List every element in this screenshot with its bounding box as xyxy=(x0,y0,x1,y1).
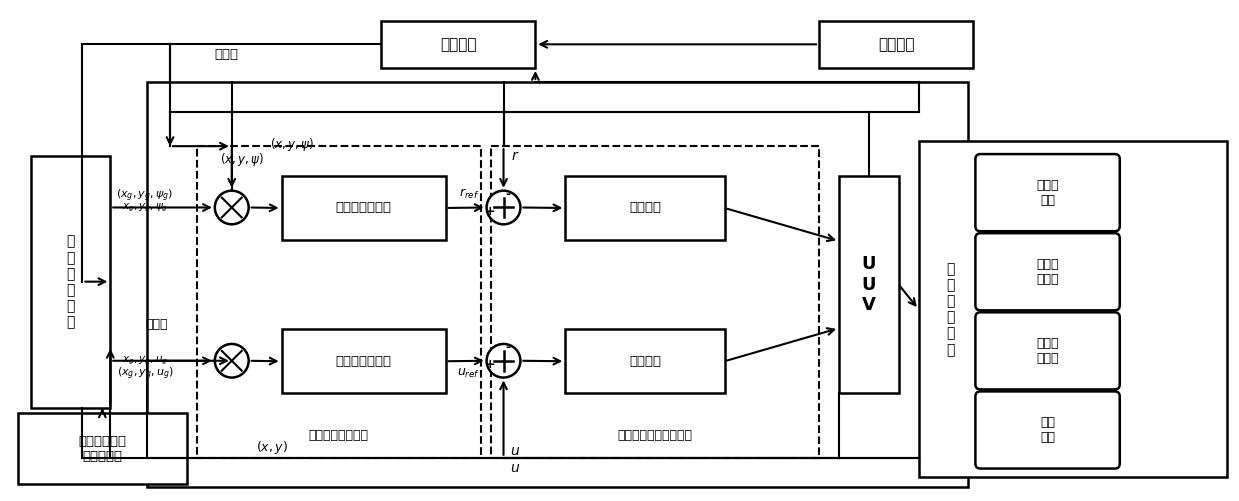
Bar xyxy=(918,141,1228,477)
Bar xyxy=(491,146,819,458)
Circle shape xyxy=(214,344,249,378)
Text: $u_{ref}$: $u_{ref}$ xyxy=(457,367,481,380)
Text: 估计值: 估计值 xyxy=(146,318,169,331)
Text: $(x_g,y_g,\psi_g)$: $(x_g,y_g,\psi_g)$ xyxy=(116,187,173,204)
Text: 前视声呐: 前视声呐 xyxy=(440,37,477,52)
Text: $(x,y,\psi)$: $(x,y,\psi)$ xyxy=(219,150,264,167)
Bar xyxy=(281,176,446,240)
Text: 跟踪速度解算器: 跟踪速度解算器 xyxy=(336,355,392,368)
Text: 位置测
量系统: 位置测 量系统 xyxy=(1036,337,1059,365)
Text: $(x,y,\psi)$: $(x,y,\psi)$ xyxy=(270,136,313,153)
Text: 速度控制: 速度控制 xyxy=(629,355,660,368)
Text: 动态跟踪策略模块: 动态跟踪策略模块 xyxy=(309,429,369,442)
Bar xyxy=(819,21,974,68)
Text: 目
标
状
态
估
计: 目 标 状 态 估 计 xyxy=(66,234,74,330)
Bar xyxy=(382,21,535,68)
Bar xyxy=(197,146,481,458)
FancyBboxPatch shape xyxy=(975,154,1120,231)
Text: $u$: $u$ xyxy=(510,460,520,474)
FancyBboxPatch shape xyxy=(975,312,1120,389)
Bar xyxy=(565,176,725,240)
Text: 航向制导解算器: 航向制导解算器 xyxy=(336,201,392,214)
Text: 组
合
导
航
系
统: 组 合 导 航 系 统 xyxy=(947,262,955,357)
Text: 非奇异终端滑模控制器: 非奇异终端滑模控制器 xyxy=(617,429,693,442)
Text: 航向控制: 航向控制 xyxy=(629,201,660,214)
Text: -: - xyxy=(506,341,510,354)
Text: +: + xyxy=(484,358,494,371)
Text: $x_g,y_g,u_g$: $x_g,y_g,u_g$ xyxy=(123,355,169,367)
FancyBboxPatch shape xyxy=(975,233,1120,310)
Text: $(x_g,y_g,u_g)$: $(x_g,y_g,u_g)$ xyxy=(116,365,173,382)
Text: $x_g,y_g,\psi_g$: $x_g,y_g,\psi_g$ xyxy=(123,201,169,214)
Bar xyxy=(31,156,110,408)
Text: $(x,y)$: $(x,y)$ xyxy=(255,439,287,456)
Bar xyxy=(17,413,187,484)
Bar xyxy=(147,82,969,487)
Circle shape xyxy=(487,191,520,224)
Text: 目标轨迹: 目标轨迹 xyxy=(878,37,914,52)
Text: 多普勒
测速仪: 多普勒 测速仪 xyxy=(1036,258,1059,286)
Circle shape xyxy=(487,344,520,378)
Bar xyxy=(839,176,898,393)
Text: 观测值: 观测值 xyxy=(214,48,239,61)
Text: $r_{ref}$: $r_{ref}$ xyxy=(458,186,478,201)
Circle shape xyxy=(214,191,249,224)
Text: +: + xyxy=(484,205,494,218)
Bar xyxy=(281,329,446,393)
Bar xyxy=(565,329,725,393)
Text: $u$: $u$ xyxy=(510,444,520,458)
Text: -: - xyxy=(506,188,510,201)
Text: 避碰
声呐: 避碰 声呐 xyxy=(1040,416,1056,444)
FancyBboxPatch shape xyxy=(975,391,1120,468)
Text: U
U
V: U U V xyxy=(861,255,876,315)
Text: 姿态传
感器: 姿态传 感器 xyxy=(1036,179,1059,206)
Text: $r$: $r$ xyxy=(512,149,519,163)
Text: 目标模型与滤
波初值设置: 目标模型与滤 波初值设置 xyxy=(78,435,126,463)
